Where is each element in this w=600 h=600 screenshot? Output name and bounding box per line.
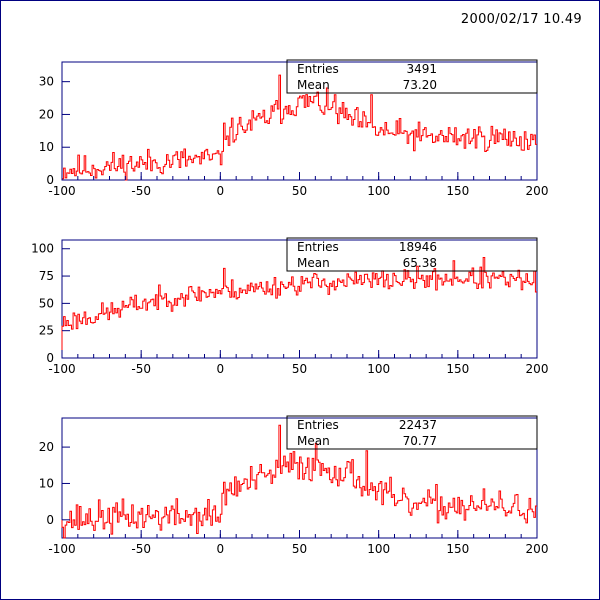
stats-mean-label: Mean [297,78,330,92]
x-tick-label: 0 [217,542,225,556]
stats-box [286,415,538,450]
x-tick-label: -100 [48,362,75,376]
stats-mean-label: Mean [297,256,330,270]
stats-mean-value: 65.38 [403,256,437,270]
y-tick-label: 25 [39,324,54,338]
x-tick-label: -50 [131,184,151,198]
histogram-panel-1: -100 -50 0 50 100 150 200 0 10 20 30 Entries 3491 Mea… [39,59,549,198]
y-tick-label: 50 [39,296,54,310]
y-tick-label: 100 [31,242,54,256]
x-tick-label: 150 [446,542,469,556]
x-tick-label: 150 [446,362,469,376]
x-tick-label: 50 [292,542,307,556]
x-tick-label: 0 [217,362,225,376]
histogram-series [61,424,537,539]
histogram-panel-3: -100 -50 0 50 100 150 200 0 10 20 Entries 22437 Mean… [39,415,549,556]
x-tick-label: 100 [367,184,390,198]
x-tick-label: 200 [526,542,549,556]
stats-mean-value: 70.77 [403,434,437,448]
y-tick-label: 20 [39,440,54,454]
stats-entries-value: 22437 [399,418,437,432]
x-tick-label: 200 [526,362,549,376]
histogram-series [61,74,537,181]
stats-box [286,237,538,272]
x-tick-label: -100 [48,542,75,556]
histogram-panel-2: -100 -50 0 50 100 150 200 0 25 50 75 100 Entries 1894… [31,237,549,376]
stats-entries-value: 18946 [399,240,437,254]
x-tick-label: 50 [292,362,307,376]
y-tick-label: 10 [39,140,54,154]
stats-mean-label: Mean [297,434,330,448]
x-tick-label: 150 [446,184,469,198]
y-tick-label: 0 [46,173,54,187]
x-tick-label: 0 [217,184,225,198]
stats-entries-label: Entries [297,62,339,76]
x-tick-label: 100 [367,542,390,556]
stats-mean-value: 73.20 [403,78,437,92]
x-tick-label: -100 [48,184,75,198]
x-tick-label: -50 [131,362,151,376]
y-tick-label: 0 [46,351,54,365]
x-tick-label: -50 [131,542,151,556]
y-tick-label: 75 [39,269,54,283]
histogram-series [61,256,537,358]
stats-entries-label: Entries [297,418,339,432]
stats-box [286,59,538,94]
y-tick-label: 20 [39,107,54,121]
stats-entries-label: Entries [297,240,339,254]
y-tick-label: 0 [46,513,54,527]
timestamp: 2000/02/17 10.49 [460,12,582,27]
stats-entries-value: 3491 [406,62,437,76]
x-tick-label: 50 [292,184,307,198]
y-tick-label: 10 [39,476,54,490]
x-tick-label: 100 [367,362,390,376]
x-tick-label: 200 [526,184,549,198]
y-tick-label: 30 [39,75,54,89]
